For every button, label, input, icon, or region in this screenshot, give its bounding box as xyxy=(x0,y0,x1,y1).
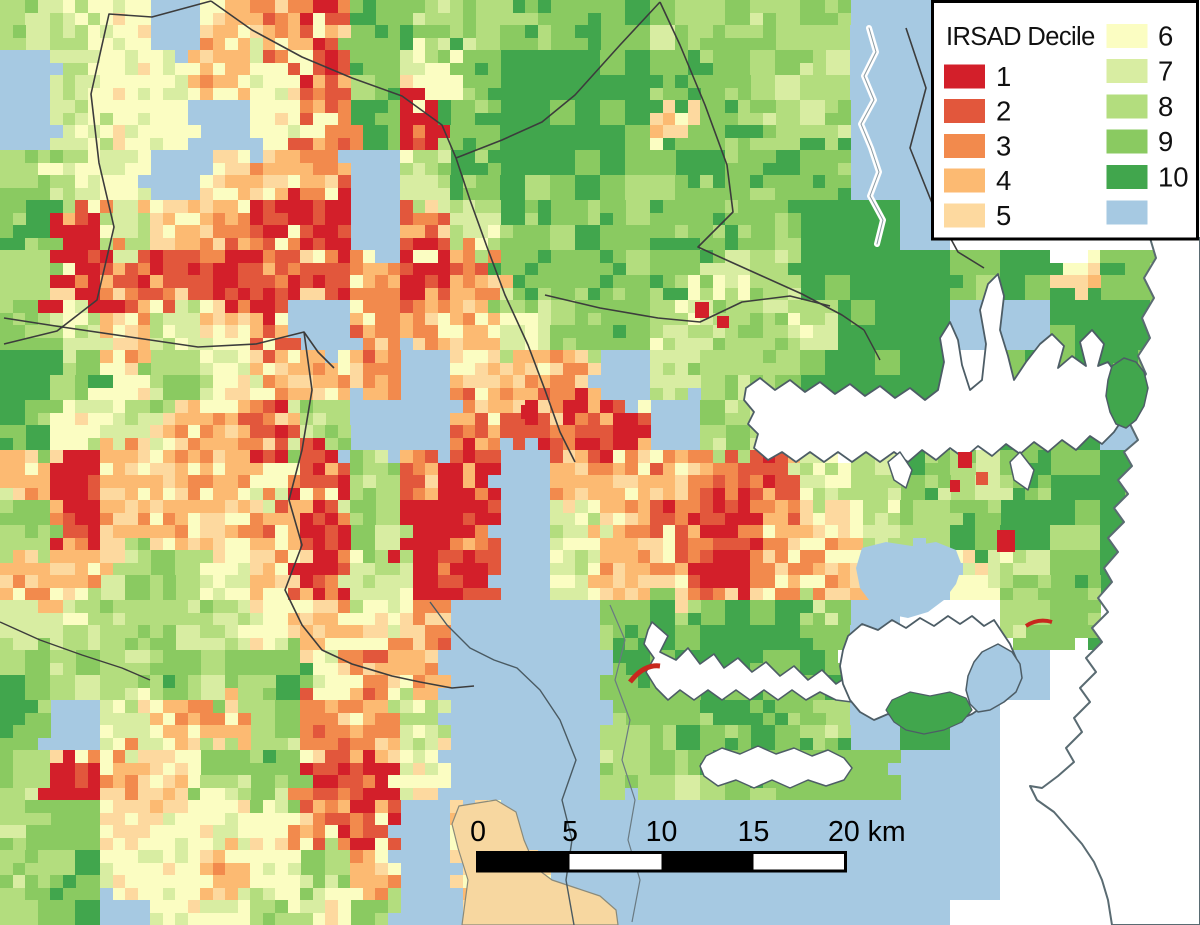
svg-text:6: 6 xyxy=(1158,20,1173,51)
svg-text:IRSAD Decile: IRSAD Decile xyxy=(946,23,1095,51)
svg-text:5: 5 xyxy=(562,816,578,848)
svg-text:7: 7 xyxy=(1158,56,1173,87)
svg-text:10: 10 xyxy=(646,816,678,848)
svg-text:0: 0 xyxy=(470,816,486,848)
svg-text:3: 3 xyxy=(996,130,1011,161)
svg-text:2: 2 xyxy=(996,96,1011,127)
svg-text:8: 8 xyxy=(1158,91,1173,122)
svg-text:20 km: 20 km xyxy=(828,816,906,848)
svg-text:10: 10 xyxy=(1158,162,1189,193)
svg-text:4: 4 xyxy=(996,165,1011,196)
svg-text:5: 5 xyxy=(996,200,1011,231)
svg-text:1: 1 xyxy=(996,61,1011,92)
svg-text:9: 9 xyxy=(1158,126,1173,157)
svg-text:15: 15 xyxy=(738,816,770,848)
